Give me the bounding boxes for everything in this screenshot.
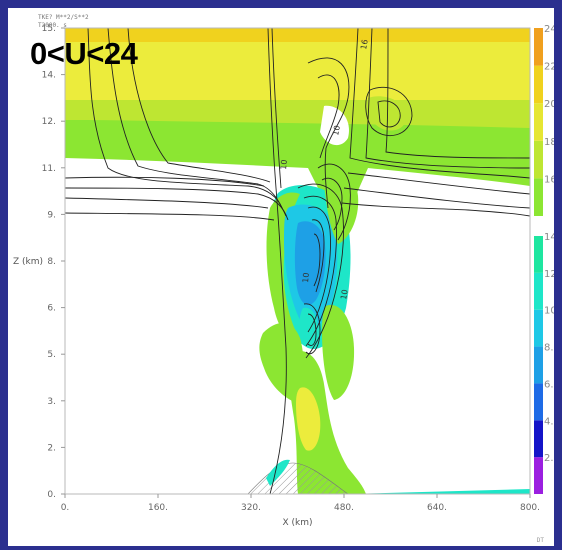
x-axis-label: X (km) <box>282 518 312 528</box>
fill-lower-lobe-right <box>322 304 355 400</box>
colorbar-label: 4.0 <box>544 416 554 427</box>
y-axis-label: Z (km) <box>13 257 43 267</box>
fill-terrain-edge <box>266 459 290 486</box>
x-tick-label: 480. <box>334 503 354 513</box>
fill-band-top <box>65 28 530 42</box>
y-tick-label: 14. <box>42 71 56 81</box>
range-headline: 0<U<24 <box>30 36 138 71</box>
contour-labels: 16 10 10 10 10 <box>279 39 370 301</box>
y-tick-label: 0. <box>47 490 56 500</box>
colorbar-segment <box>534 309 543 347</box>
colorbar: 16. 18. 20. 22. 24. 2.0 4.0 6.0 8.0 10. 12. 14. <box>534 24 554 494</box>
colorbar-label: 8.0 <box>544 343 554 354</box>
y-tick-label: 2. <box>47 443 56 453</box>
filled-contours <box>65 28 530 494</box>
fill-band-mid <box>65 100 530 213</box>
colorbar-label: 24. <box>544 24 554 35</box>
fill-lower-core <box>289 351 366 494</box>
heatmap-chart: 16 10 10 10 10 0. 160. 320. 480. 640. 800. 0.… <box>13 24 554 528</box>
colorbar-segment <box>534 346 543 384</box>
colorbar-label: 18. <box>544 137 554 148</box>
colorbar-label: 10. <box>544 306 554 317</box>
contour-lines <box>65 28 530 494</box>
contour-label: 10 <box>279 159 289 170</box>
colorbar-label: 22. <box>544 62 554 73</box>
colorbar-segment <box>534 236 543 273</box>
colorbar-segment <box>534 457 543 494</box>
contour-label: 10 <box>331 125 342 137</box>
x-tick-label: 320. <box>241 503 261 513</box>
header-meta: TKE? M**2/S**2 T2000. s <box>38 14 89 30</box>
y-tick-label: 3. <box>47 397 56 407</box>
colorbar-segment <box>534 272 543 310</box>
fill-band-light <box>65 100 530 128</box>
x-tick-label: 640. <box>427 503 447 513</box>
colorbar-label: 16. <box>544 174 554 185</box>
colorbar-segment <box>534 178 543 216</box>
y-tick-label: 6. <box>47 304 56 314</box>
contour-label: 10 <box>301 272 311 283</box>
y-tick-label: 5. <box>47 350 56 360</box>
y-tick-label: 8. <box>47 257 56 267</box>
colorbar-label: 20. <box>544 99 554 110</box>
colorbar-segment <box>534 28 543 66</box>
colorbar-label: 12. <box>544 269 554 280</box>
header-meta-line: TKE? M**2/S**2 <box>38 14 89 21</box>
contour-label: 10 <box>339 289 350 301</box>
x-tick-label: 800. <box>520 503 540 513</box>
fill-bottom-strip <box>348 489 530 494</box>
colorbar-label: 2.0 <box>544 453 554 464</box>
colorbar-segment <box>534 140 543 179</box>
y-tick-label: 9. <box>47 210 56 220</box>
colorbar-segment <box>534 103 543 141</box>
y-tick-label: 12. <box>42 117 56 127</box>
colorbar-segment <box>534 65 543 104</box>
colorbar-label: 6.0 <box>544 379 554 390</box>
figure-panel: 16 10 10 10 10 0. 160. 320. 480. 640. 800. 0.… <box>8 8 554 546</box>
corner-mark: DT <box>536 537 544 544</box>
fill-column-green-outer <box>266 192 300 341</box>
x-axis: 0. 160. 320. 480. 640. 800. <box>61 494 540 513</box>
x-tick-label: 160. <box>148 503 168 513</box>
contour-label: 16 <box>359 39 370 51</box>
colorbar-label: 14. <box>544 232 554 243</box>
colorbar-segment <box>534 383 543 421</box>
header-meta-line: T2000. s <box>38 22 67 29</box>
colorbar-segment <box>534 420 543 458</box>
y-axis: 0. 2. 3. 5. 6. 8. 9. 11. 12. 14. 15. <box>42 24 65 500</box>
y-tick-label: 11. <box>42 164 56 174</box>
fill-column-blue <box>294 221 326 305</box>
y-tick-label: 15. <box>42 24 56 34</box>
fill-lower-core-yellow <box>296 387 321 451</box>
x-tick-label: 0. <box>61 503 70 513</box>
